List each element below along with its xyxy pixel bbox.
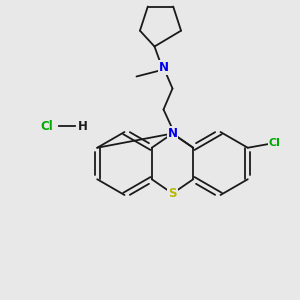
Text: N: N	[158, 61, 169, 74]
Text: Cl: Cl	[269, 138, 281, 148]
Text: Cl: Cl	[40, 119, 53, 133]
Text: H: H	[78, 119, 87, 133]
Text: S: S	[168, 187, 177, 200]
Text: N: N	[167, 127, 178, 140]
